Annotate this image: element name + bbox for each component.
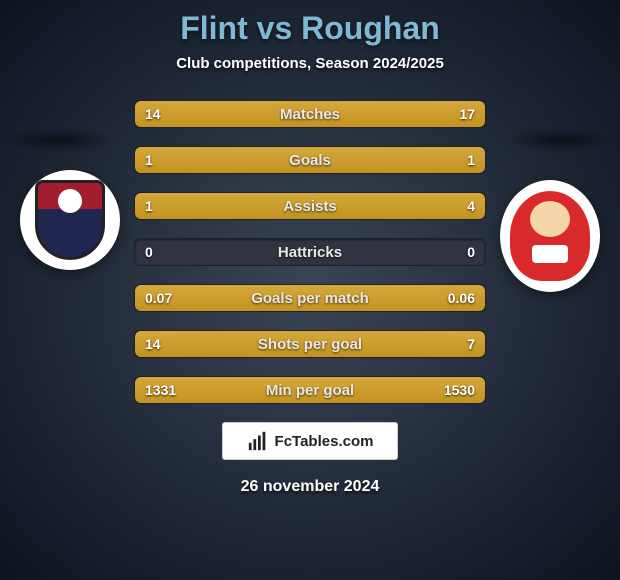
stat-bar-left xyxy=(135,101,293,127)
stat-row: 13311530Min per goal xyxy=(134,376,486,404)
team-crest-left xyxy=(20,170,120,270)
stat-value-right: 0 xyxy=(457,239,485,265)
team-crest-right xyxy=(500,180,600,292)
stats-list: 1417Matches 11Goals 14Assists 0 0Hattricks 0.… xyxy=(134,100,486,404)
stat-bar-right xyxy=(310,147,485,173)
stat-row: 11Goals xyxy=(134,146,486,174)
date-label: 26 november 2024 xyxy=(0,478,620,496)
comparison-card: Flint vs Roughan Club competitions, Seas… xyxy=(0,0,620,580)
stat-bar-left xyxy=(135,377,300,403)
stat-label: Hattricks xyxy=(135,239,485,265)
stat-row: 14Assists xyxy=(134,192,486,220)
stat-bar-right xyxy=(324,285,485,311)
stat-bar-right xyxy=(293,101,486,127)
stat-bar-right xyxy=(300,377,486,403)
stat-bar-right xyxy=(205,193,485,219)
stat-bar-left xyxy=(135,285,324,311)
crawley-town-badge xyxy=(35,180,105,260)
page-title: Flint vs Roughan xyxy=(0,10,620,47)
chart-icon xyxy=(247,430,269,452)
stat-bar-left xyxy=(135,331,370,357)
site-label: FcTables.com xyxy=(275,433,374,450)
lincoln-city-badge xyxy=(510,191,590,281)
crest-shadow-left xyxy=(5,128,115,152)
stat-bar-left xyxy=(135,193,205,219)
stat-value-left: 0 xyxy=(135,239,163,265)
stat-bar-left xyxy=(135,147,310,173)
crest-shadow-right xyxy=(505,128,615,152)
stat-row: 147Shots per goal xyxy=(134,330,486,358)
stat-row: 1417Matches xyxy=(134,100,486,128)
stat-bar-right xyxy=(370,331,486,357)
subtitle: Club competitions, Season 2024/2025 xyxy=(0,55,620,72)
stat-row: 0.070.06Goals per match xyxy=(134,284,486,312)
stat-row: 0 0Hattricks xyxy=(134,238,486,266)
site-badge[interactable]: FcTables.com xyxy=(222,422,398,460)
